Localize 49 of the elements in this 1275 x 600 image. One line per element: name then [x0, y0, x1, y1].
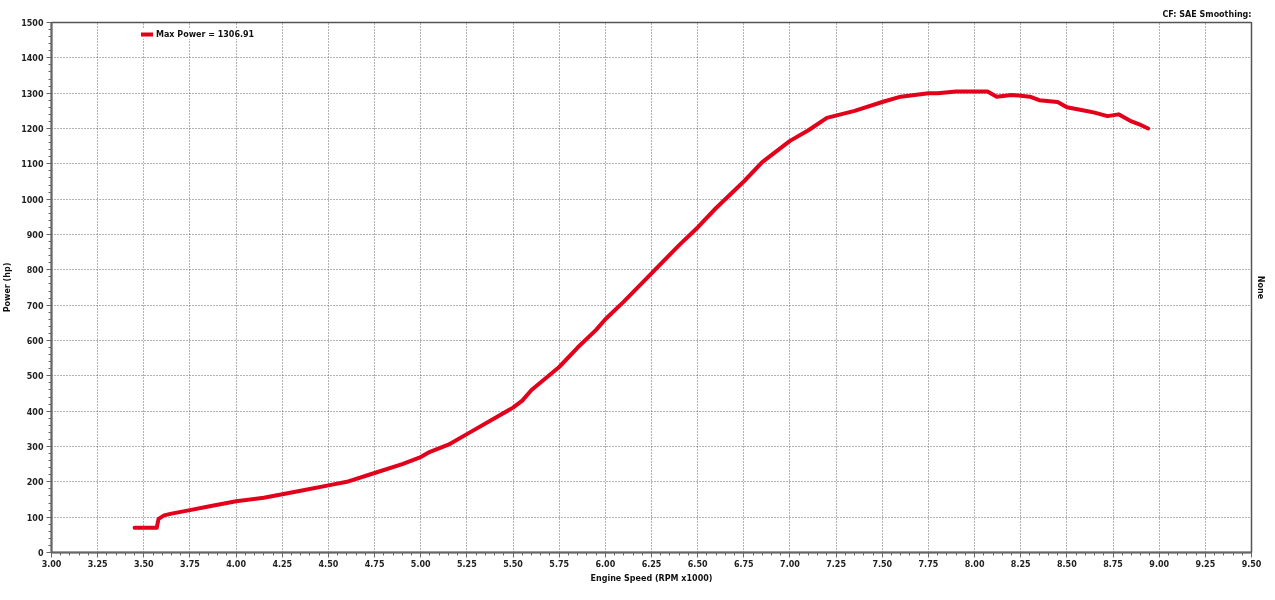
y-tick-label: 0: [37, 549, 44, 558]
y-tick-label: 1000: [21, 195, 44, 205]
y-tick-label: 1500: [21, 19, 44, 28]
y-tick-label: 500: [26, 372, 44, 382]
x-tick-label: 5.75: [549, 559, 570, 569]
y-tick-label: 600: [26, 337, 44, 346]
x-tick-label: 5.50: [503, 559, 524, 569]
x-tick-label: 5.00: [410, 559, 432, 569]
y-tick-label: 1300: [21, 89, 44, 99]
x-tick-label: 6.75: [733, 559, 755, 569]
x-tick-label: 3.25: [87, 559, 108, 569]
y-tick-label: 900: [26, 231, 44, 240]
x-tick-label: 9.50: [1241, 559, 1262, 569]
y-tick-label: 200: [26, 478, 44, 488]
y-tick-label: 800: [26, 266, 44, 276]
x-tick-label: 6.25: [641, 559, 662, 569]
x-tick-label: 3.75: [180, 559, 201, 569]
x-axis-title: Engine Speed (RPM x1000): [590, 573, 713, 583]
x-tick-label: 7.75: [918, 559, 939, 569]
y-tick-label: 700: [26, 301, 44, 311]
y-axis-title: Power (hp): [3, 262, 13, 313]
y-tick-label: 300: [26, 443, 44, 452]
x-tick-label: 8.00: [964, 559, 985, 569]
x-tick-label: 8.25: [1010, 559, 1032, 569]
x-tick-label: 7.00: [780, 559, 801, 569]
line-series: [132, 89, 1151, 530]
y-tick-label: 100: [26, 513, 44, 523]
x-tick-label: 9.25: [1195, 559, 1216, 569]
x-tick-label: 4.75: [364, 559, 385, 569]
y-tick-label: 1400: [21, 54, 44, 64]
x-tick-label: 7.50: [872, 559, 893, 569]
x-tick-label: 3.00: [41, 559, 62, 569]
x-tick-label: 8.50: [1057, 559, 1078, 569]
x-tick-label: 3.50: [133, 559, 155, 569]
text: CF: SAE Smoothing:: [1162, 9, 1252, 19]
y-tick-label: 1200: [21, 125, 44, 134]
x-tick-label: 5.25: [457, 559, 478, 569]
legend-label: Max Power = 1306.91: [156, 29, 255, 39]
x-tick-label: 9.00: [1149, 559, 1170, 569]
x-tick-label: 8.75: [1103, 559, 1124, 569]
x-tick-label: 4.00: [226, 559, 247, 569]
x-tick-label: 4.25: [272, 559, 293, 569]
text: None: [1255, 275, 1265, 300]
x-tick-label: 4.50: [318, 559, 339, 569]
x-tick-label: 7.25: [826, 559, 847, 569]
x-tick-label: 6.50: [687, 559, 708, 569]
y-tick-label: 1100: [21, 160, 44, 170]
y-tick-label: 400: [26, 407, 44, 417]
x-tick-label: 6.00: [595, 559, 616, 569]
